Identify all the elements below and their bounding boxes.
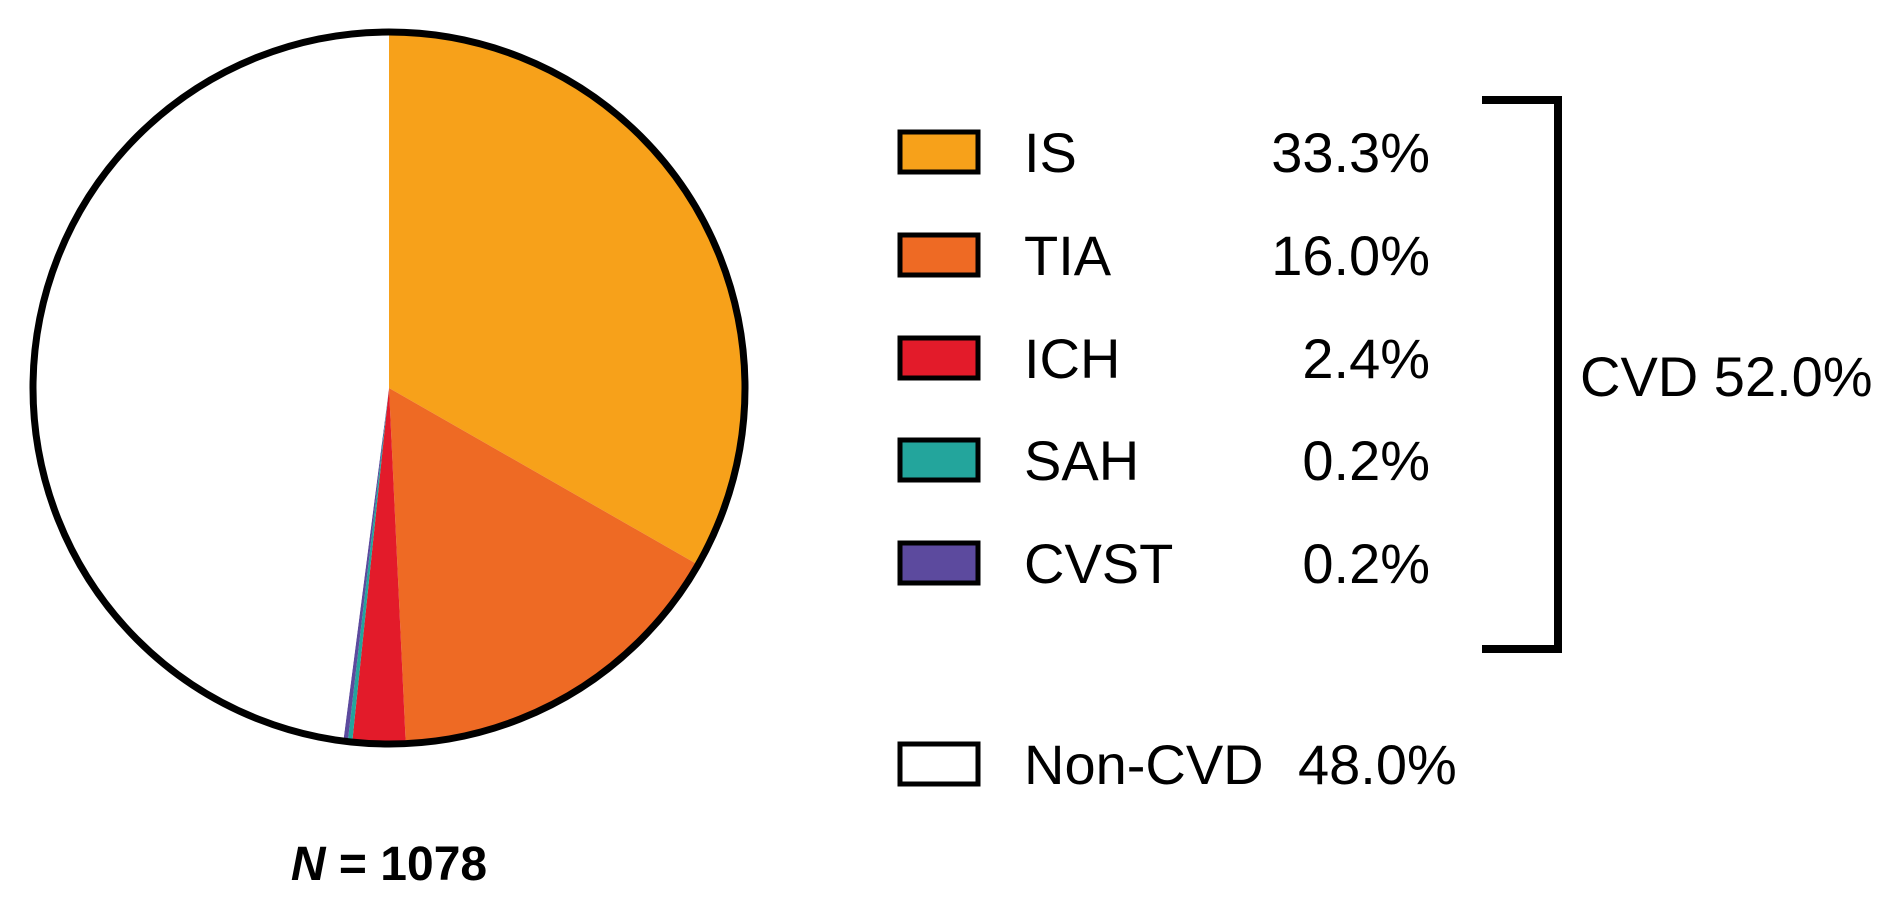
legend-value-cvst: 0.2%	[1302, 532, 1430, 595]
pie-slices	[32, 31, 746, 745]
legend-value-tia: 16.0%	[1271, 224, 1430, 287]
pie-outline	[29, 28, 749, 748]
legend-value-ich: 2.4%	[1302, 327, 1430, 390]
legend-label-non-cvd: Non-CVD	[1024, 733, 1264, 796]
pie-slice-non-cvd	[32, 31, 390, 742]
legend-swatch-ich	[897, 335, 981, 381]
legend-label-is: IS	[1024, 121, 1077, 184]
cvd-bracket	[1482, 96, 1562, 653]
legend-label-tia: TIA	[1024, 224, 1112, 287]
sample-size-label: N = 1078	[291, 838, 487, 891]
legend-swatch-is	[897, 129, 981, 175]
pie-slice-is	[389, 32, 746, 565]
legend-value-sah: 0.2%	[1302, 429, 1430, 492]
legend-value-is: 33.3%	[1271, 121, 1430, 184]
legend-label-sah: SAH	[1024, 429, 1139, 492]
legend-label-ich: ICH	[1024, 327, 1120, 390]
legend-swatch-cvst	[897, 540, 981, 586]
sample-size-equals: =	[326, 838, 381, 891]
legend: IS 33.3% TIA 16.0% ICH 2.4% SAH 0.2% CVST 0.2% Non…	[897, 121, 1457, 796]
legend-swatch-tia	[897, 232, 981, 278]
pie-slice-sah	[347, 388, 389, 743]
sample-size-symbol: N	[291, 838, 327, 891]
pie-slice-cvst	[343, 388, 389, 742]
pie-slice-ich	[352, 388, 406, 745]
sample-size-value: 1078	[380, 838, 487, 891]
legend-swatch-non-cvd	[897, 741, 981, 787]
legend-value-non-cvd: 48.0%	[1298, 733, 1457, 796]
legend-label-cvst: CVST	[1024, 532, 1173, 595]
cvd-group-label: CVD 52.0%	[1580, 345, 1873, 408]
legend-swatch-sah	[897, 437, 981, 483]
